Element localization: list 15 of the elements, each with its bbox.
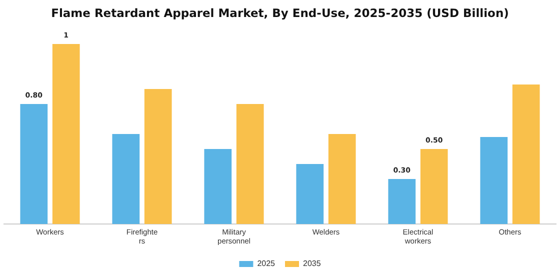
bar [328, 134, 356, 224]
bar [420, 149, 448, 224]
legend-label: 2035 [303, 259, 322, 268]
bar [144, 89, 172, 224]
bar [52, 44, 80, 224]
chart-title: Flame Retardant Apparel Market, By End-Use, 2025-2035 (USD Billion) [50, 6, 510, 22]
bar [512, 84, 540, 224]
legend-label: 2025 [257, 259, 276, 268]
bar [480, 137, 508, 224]
bar [296, 164, 324, 224]
bar [388, 179, 416, 224]
bar [20, 104, 48, 224]
bar [236, 104, 264, 224]
bar [112, 134, 140, 224]
bar [204, 149, 232, 224]
